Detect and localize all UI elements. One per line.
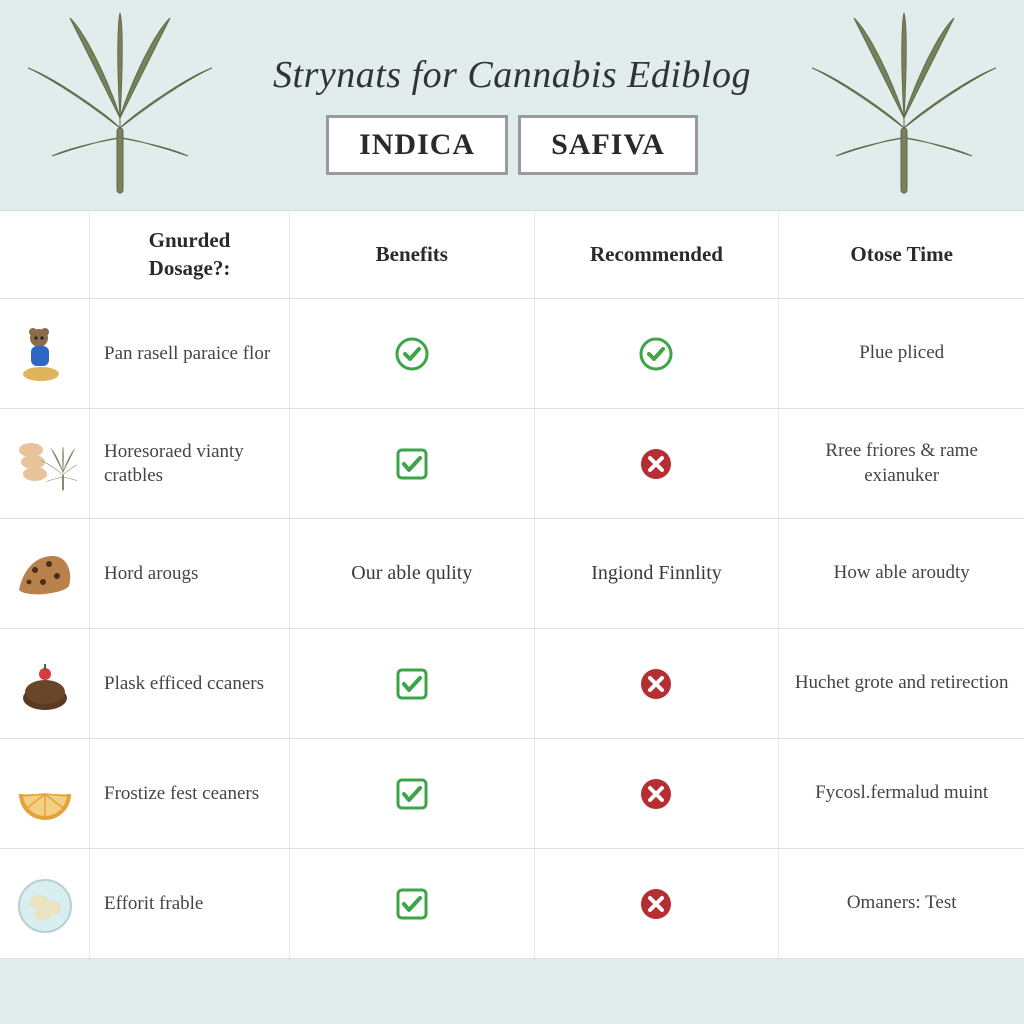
product-desc: Hord arougs <box>90 519 290 628</box>
cross-icon <box>639 447 673 481</box>
benefits-cell <box>290 849 535 958</box>
page-title: Strynats for Cannabis Ediblog <box>273 53 751 97</box>
product-desc: Efforit frable <box>90 849 290 958</box>
header: Strynats for Cannabis Ediblog INDICA SAF… <box>0 0 1024 210</box>
time-cell: Omaners: Test <box>779 849 1024 958</box>
recommended-cell <box>535 849 780 958</box>
col-time-header: Otose Time <box>779 211 1024 298</box>
table-header-row: Gnurded Dosage?: Benefits Recommended Ot… <box>0 211 1024 299</box>
col-recommended-header: Recommended <box>535 211 780 298</box>
table-row: Pan rasell paraice flor Plue pliced <box>0 299 1024 409</box>
table-row: Frostize fest ceaners Fycosl.fermalud mu… <box>0 739 1024 849</box>
cross-icon <box>639 777 673 811</box>
header-text: Gnurded <box>149 227 231 254</box>
cannabis-leaf-icon <box>20 8 220 208</box>
product-icon-cell <box>0 519 90 628</box>
check-icon <box>395 337 429 371</box>
col-icon-header <box>0 211 90 298</box>
recommended-cell <box>535 739 780 848</box>
benefits-cell <box>290 629 535 738</box>
time-cell: Huchet grote and retirection <box>779 629 1024 738</box>
col-benefits-header: Benefits <box>290 211 535 298</box>
comparison-table: Gnurded Dosage?: Benefits Recommended Ot… <box>0 210 1024 959</box>
table-row: Hord arougs Our able qulity Ingiond Finn… <box>0 519 1024 629</box>
tab-indica[interactable]: INDICA <box>326 115 508 175</box>
time-cell: Rree friores & rame exianuker <box>779 409 1024 518</box>
product-icon-cell <box>0 409 90 518</box>
brownie-icon <box>13 652 77 716</box>
product-icon-cell <box>0 849 90 958</box>
character-icon <box>13 322 77 386</box>
check-icon <box>395 777 429 811</box>
cross-icon <box>639 667 673 701</box>
product-desc: Horesoraed vianty cratbles <box>90 409 290 518</box>
time-cell: How able aroudty <box>779 519 1024 628</box>
header-text: Recommended <box>590 241 723 268</box>
tab-row: INDICA SAFIVA <box>326 115 698 175</box>
recommended-cell <box>535 629 780 738</box>
table-row: Horesoraed vianty cratbles Rree friores … <box>0 409 1024 519</box>
product-icon-cell <box>0 299 90 408</box>
benefits-cell <box>290 299 535 408</box>
product-desc: Plask efficed ccaners <box>90 629 290 738</box>
header-text: Dosage?: <box>149 255 231 282</box>
recommended-cell <box>535 409 780 518</box>
benefits-cell <box>290 739 535 848</box>
check-icon <box>395 887 429 921</box>
leaf-donuts-icon <box>13 432 77 496</box>
cross-icon <box>639 887 673 921</box>
cookie-icon <box>13 542 77 606</box>
col-dosage-header: Gnurded Dosage?: <box>90 211 290 298</box>
check-icon <box>395 447 429 481</box>
check-icon <box>395 667 429 701</box>
table-row: Efforit frable Omaners: Test <box>0 849 1024 959</box>
benefits-cell <box>290 409 535 518</box>
orange-slice-icon <box>13 762 77 826</box>
product-icon-cell <box>0 629 90 738</box>
benefits-cell: Our able qulity <box>290 519 535 628</box>
chips-plate-icon <box>13 872 77 936</box>
header-text: Benefits <box>376 241 448 268</box>
time-cell: Plue pliced <box>779 299 1024 408</box>
table-row: Plask efficed ccaners Huchet grote and r… <box>0 629 1024 739</box>
check-icon <box>639 337 673 371</box>
header-text: Otose Time <box>850 241 952 268</box>
product-desc: Pan rasell paraice flor <box>90 299 290 408</box>
recommended-cell <box>535 299 780 408</box>
product-icon-cell <box>0 739 90 848</box>
recommended-cell: Ingiond Finnlity <box>535 519 780 628</box>
product-desc: Frostize fest ceaners <box>90 739 290 848</box>
cannabis-leaf-icon <box>804 8 1004 208</box>
time-cell: Fycosl.fermalud muint <box>779 739 1024 848</box>
tab-safiva[interactable]: SAFIVA <box>518 115 698 175</box>
